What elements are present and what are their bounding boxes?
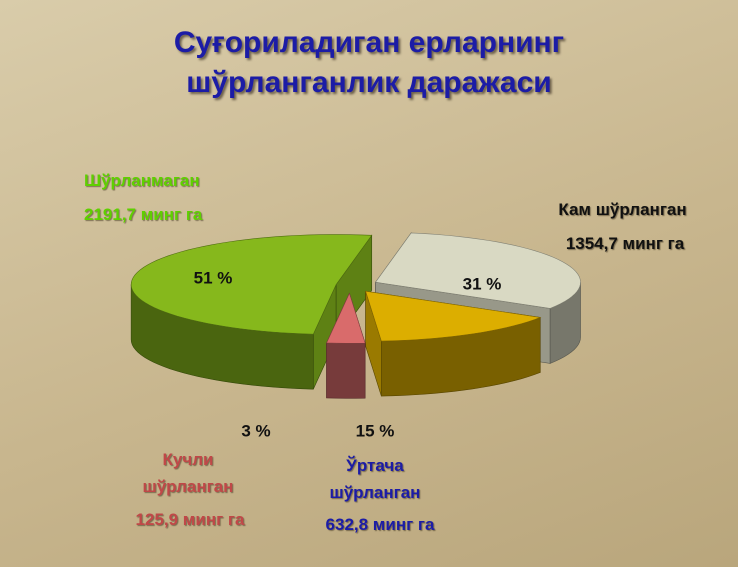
category-label: Кам шўрланган (558, 200, 687, 219)
value-label: 15 % (356, 421, 395, 440)
slice-side (326, 342, 366, 399)
pie-slice (326, 292, 366, 344)
chart-title: шўрланганлик даражаси (186, 66, 552, 99)
pie-slice (375, 232, 581, 309)
value-label: 51 % (194, 268, 233, 287)
chart-title: Суғориладиган ерларнинг (173, 26, 565, 59)
area-label: 125,9 минг га (135, 510, 245, 529)
area-label: 2191,7 минг га (84, 205, 203, 224)
pie-slice (130, 234, 373, 335)
category-label: Ўртача шўрланган (329, 456, 421, 502)
category-label: Шўрланмаган (84, 171, 200, 190)
value-label: 31 % (463, 274, 502, 293)
area-label: 1354,7 минг га (565, 234, 685, 253)
pie-slice (365, 290, 542, 342)
area-label: 632,8 минг га (325, 515, 435, 534)
value-label: 3 % (241, 421, 270, 440)
category-label: Кучли шўрланган (142, 450, 234, 496)
